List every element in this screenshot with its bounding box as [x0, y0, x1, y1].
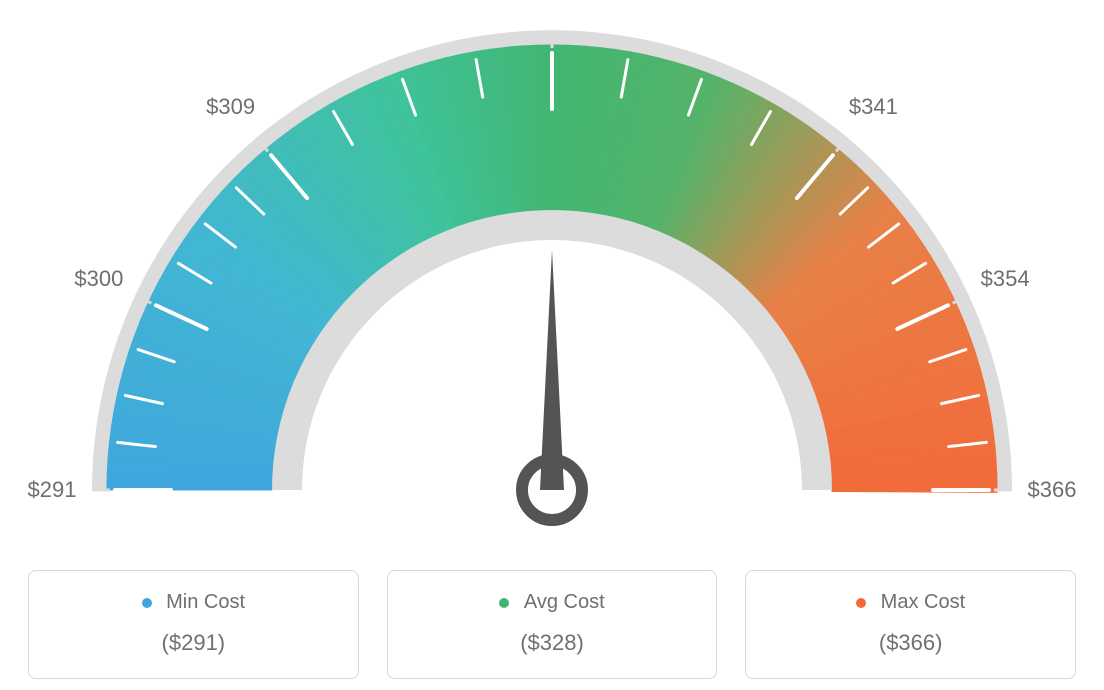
legend-value-max: ($366) [756, 630, 1065, 656]
legend-card-max: Max Cost ($366) [745, 570, 1076, 679]
gauge-tick-label: $291 [28, 477, 77, 503]
gauge-tick-label: $354 [981, 266, 1030, 292]
gauge-tick-label: $366 [1028, 477, 1077, 503]
legend-row: Min Cost ($291) Avg Cost ($328) Max Cost… [0, 570, 1104, 679]
legend-label-avg: Avg Cost [524, 591, 605, 613]
legend-dot-max [856, 598, 866, 608]
gauge-tick-label: $341 [849, 94, 898, 120]
legend-value-min: ($291) [39, 630, 348, 656]
gauge-tick-label: $328 [528, 0, 577, 3]
legend-label-max: Max Cost [881, 591, 965, 613]
legend-card-avg: Avg Cost ($328) [387, 570, 718, 679]
legend-card-min: Min Cost ($291) [28, 570, 359, 679]
gauge-tick-label: $309 [206, 94, 255, 120]
legend-dot-avg [499, 598, 509, 608]
legend-dot-min [142, 598, 152, 608]
legend-value-avg: ($328) [398, 630, 707, 656]
cost-gauge-chart: $291 $300 $309 $328 $341 $354 $366 Min Cost ($… [0, 0, 1104, 690]
legend-label-min: Min Cost [166, 591, 245, 613]
gauge-tick-label: $300 [74, 266, 123, 292]
